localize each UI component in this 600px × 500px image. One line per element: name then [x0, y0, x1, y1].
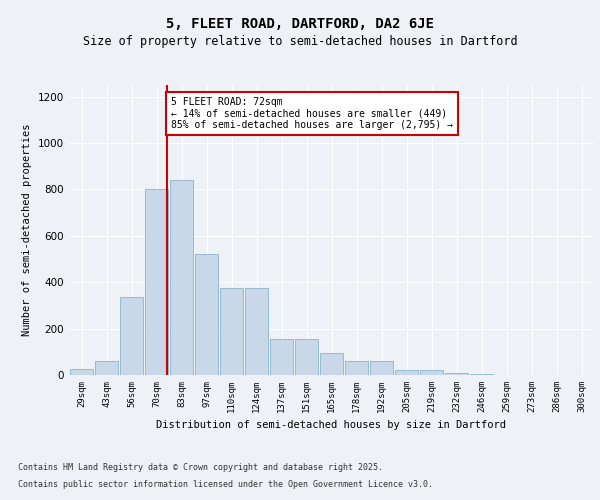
Bar — [270, 339, 293, 375]
Bar — [445, 372, 468, 375]
Text: Size of property relative to semi-detached houses in Dartford: Size of property relative to semi-detach… — [83, 35, 517, 48]
Bar — [295, 339, 318, 375]
Bar — [470, 374, 493, 375]
Text: 5, FLEET ROAD, DARTFORD, DA2 6JE: 5, FLEET ROAD, DARTFORD, DA2 6JE — [166, 18, 434, 32]
Bar — [120, 298, 143, 375]
Text: 5 FLEET ROAD: 72sqm
← 14% of semi-detached houses are smaller (449)
85% of semi-: 5 FLEET ROAD: 72sqm ← 14% of semi-detach… — [171, 96, 453, 130]
Text: Contains public sector information licensed under the Open Government Licence v3: Contains public sector information licen… — [18, 480, 433, 489]
Y-axis label: Number of semi-detached properties: Number of semi-detached properties — [22, 124, 32, 336]
Bar — [395, 370, 418, 375]
Bar — [95, 361, 118, 375]
Bar — [320, 353, 343, 375]
Bar — [145, 190, 168, 375]
Bar — [220, 288, 243, 375]
Bar — [245, 288, 268, 375]
Bar — [70, 369, 93, 375]
Bar — [420, 370, 443, 375]
Text: Contains HM Land Registry data © Crown copyright and database right 2025.: Contains HM Land Registry data © Crown c… — [18, 464, 383, 472]
Bar — [195, 254, 218, 375]
Bar — [170, 180, 193, 375]
X-axis label: Distribution of semi-detached houses by size in Dartford: Distribution of semi-detached houses by … — [157, 420, 506, 430]
Bar — [345, 361, 368, 375]
Bar — [370, 361, 393, 375]
